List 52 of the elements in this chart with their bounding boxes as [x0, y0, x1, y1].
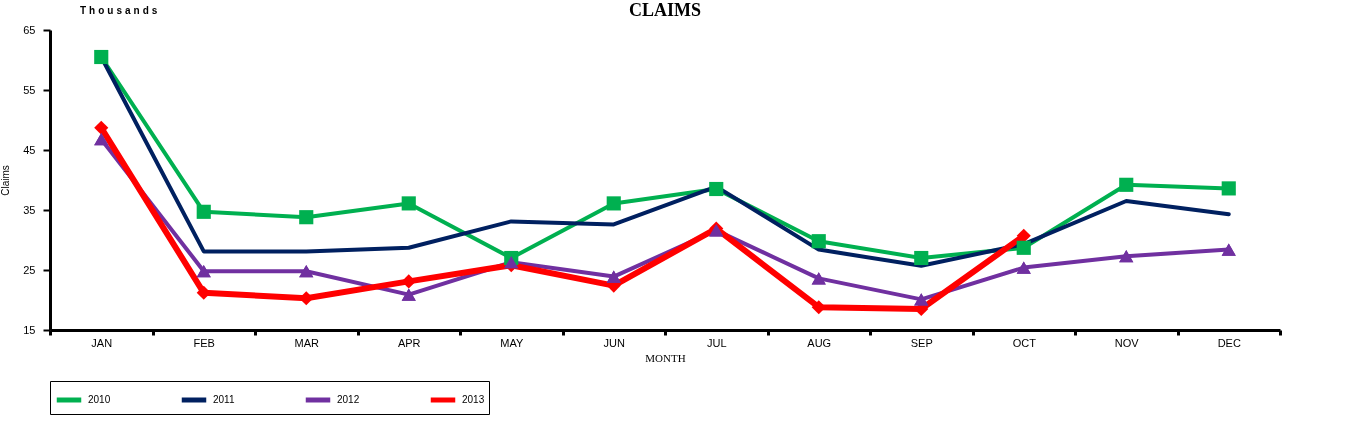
- y-tick-label: 45: [23, 143, 36, 156]
- x-tick-label: MAR: [294, 336, 320, 349]
- legend-label: 2010: [88, 394, 111, 405]
- x-tick-label: JUL: [706, 336, 727, 349]
- y-tick-label: 25: [23, 263, 36, 276]
- point: [1016, 228, 1031, 243]
- x-tick-label: MAY: [500, 336, 524, 349]
- legend-label: 2013: [462, 394, 485, 405]
- x-tick-label: NOV: [1114, 336, 1140, 349]
- point: [606, 270, 621, 283]
- point: [299, 265, 314, 278]
- x-tick-label: APR: [397, 336, 421, 349]
- point: [811, 272, 826, 285]
- x-tick-label: OCT: [1012, 336, 1037, 349]
- x-axis-title: MONTH: [645, 351, 686, 364]
- x-tick-label: JAN: [91, 336, 113, 349]
- legend-label: 2011: [213, 394, 235, 405]
- x-tick-label: JUN: [603, 336, 625, 349]
- y-tick-label: 35: [23, 203, 36, 216]
- point: [401, 196, 416, 211]
- point: [94, 49, 109, 65]
- point: [504, 256, 519, 269]
- point: [1119, 250, 1134, 263]
- x-tick-label: AUG: [807, 336, 832, 349]
- point: [299, 210, 314, 225]
- point: [1119, 177, 1134, 192]
- chart-title: CLAIMS: [628, 0, 702, 20]
- point: [401, 274, 416, 289]
- x-tick-label: SEP: [910, 336, 933, 349]
- point: [401, 288, 416, 301]
- x-tick-label: DEC: [1217, 336, 1241, 349]
- y-tick-label: 55: [23, 83, 36, 96]
- y-axis-title: Claims: [0, 165, 12, 196]
- y-tick-label: 65: [23, 23, 36, 36]
- point: [606, 196, 621, 211]
- point: [94, 120, 109, 135]
- point: [709, 181, 724, 197]
- point: [196, 265, 211, 278]
- point: [1016, 261, 1031, 274]
- legend-label: 2012: [337, 394, 360, 405]
- point: [94, 133, 109, 146]
- point: [811, 234, 826, 249]
- point: [914, 293, 929, 306]
- point: [914, 250, 929, 266]
- point: [1221, 181, 1236, 196]
- text: Thousands: [80, 5, 161, 16]
- point: [811, 300, 826, 315]
- point: [1221, 243, 1236, 256]
- y-tick-label: 15: [23, 323, 36, 336]
- point: [196, 204, 211, 219]
- x-tick-label: FEB: [193, 336, 215, 349]
- point: [1016, 240, 1031, 255]
